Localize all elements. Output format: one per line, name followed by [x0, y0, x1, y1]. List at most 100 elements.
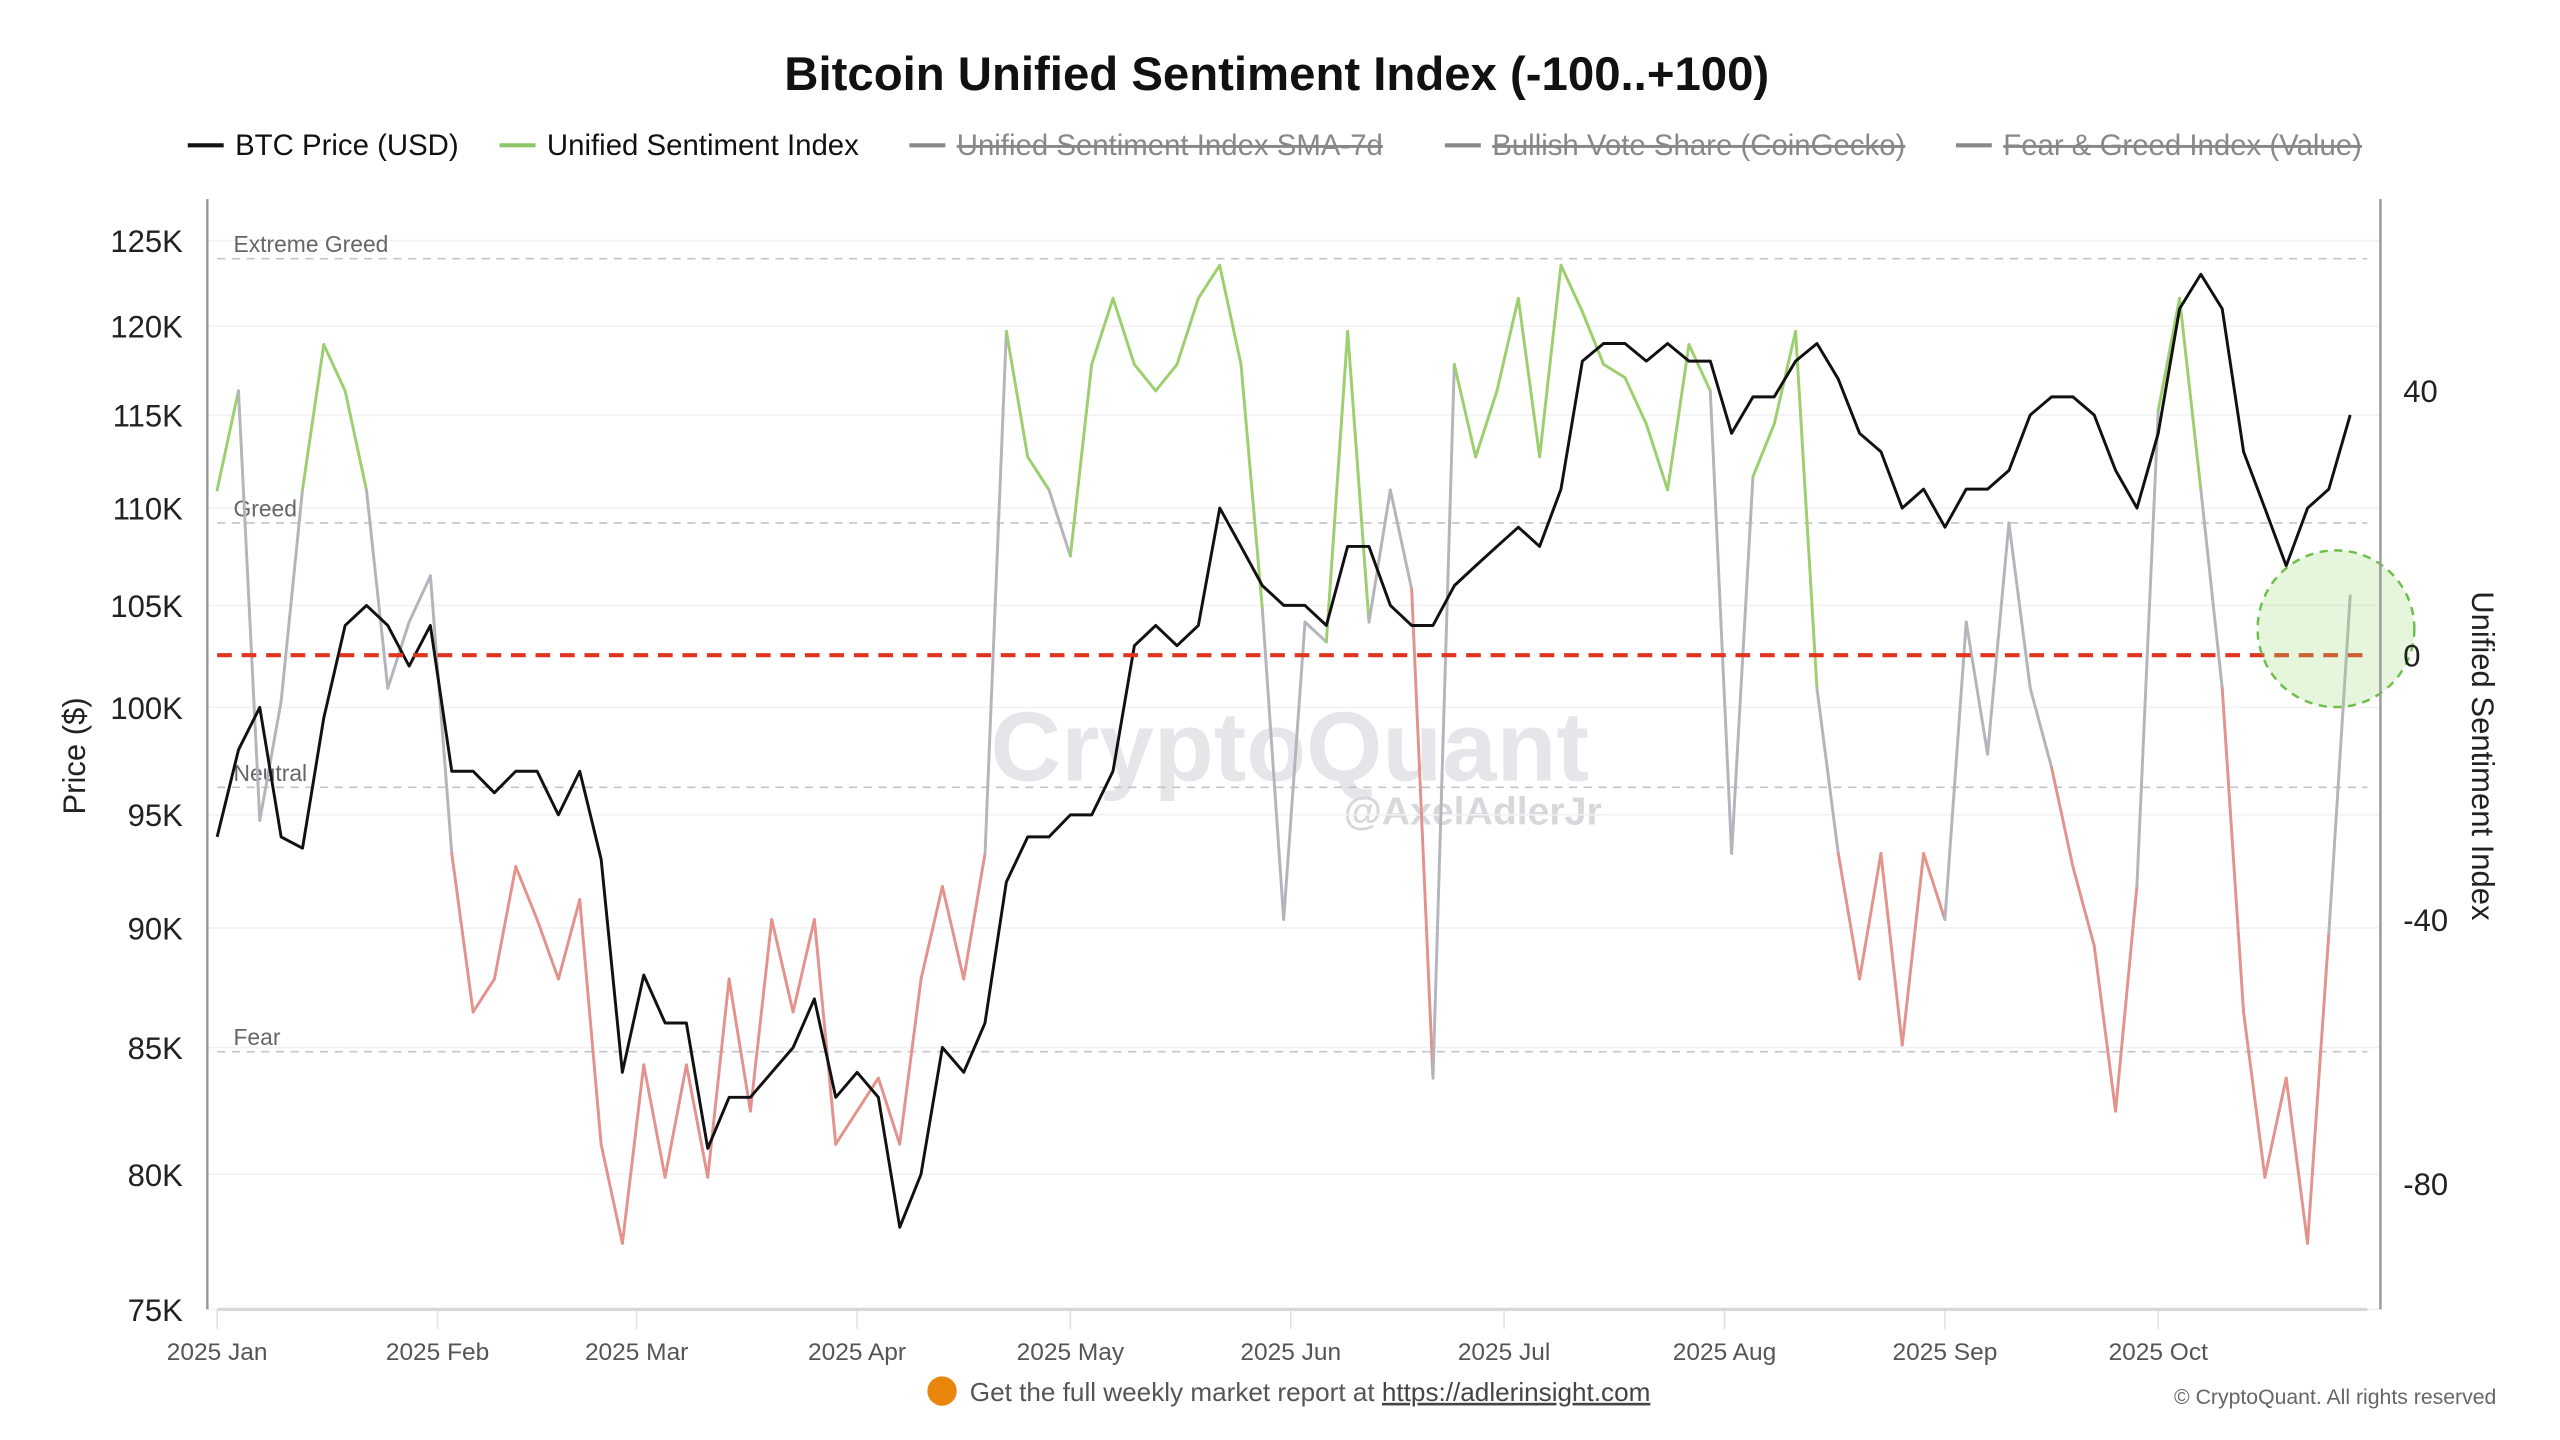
highlight-group [2256, 549, 2416, 709]
svg-text:Get the full weekly market rep: Get the full weekly market report at htt… [970, 1377, 1651, 1407]
sentiment-segment [1047, 488, 1072, 558]
y-right-tick-label: -40 [2403, 903, 2448, 938]
y-left-tick-label: 80K [128, 1158, 183, 1193]
guide-label: Fear [233, 1024, 280, 1050]
sentiment-segment [962, 851, 987, 981]
y-right-tick-label: -80 [2403, 1167, 2448, 1202]
sentiment-segment [1559, 263, 1584, 313]
sentiment-segment [2071, 865, 2096, 948]
sentiment-segment [1260, 607, 1286, 921]
sentiment-segment [770, 918, 795, 1014]
footer: Get the full weekly market report at htt… [927, 1376, 2496, 1409]
sentiment-segment [1452, 362, 1478, 459]
sentiment-segment [2135, 409, 2160, 888]
axes: 75K 80K 85K 90K 95K 100K 105K 110K 115K 120K 125K -… [110, 199, 2448, 1366]
sentiment-segment [1324, 329, 1350, 644]
sentiment-segment [876, 1076, 902, 1146]
sentiment-segment [748, 918, 774, 1113]
legend-item-3[interactable]: Bullish Vote Share (CoinGecko) [1444, 129, 1905, 162]
sentiment-segment [407, 574, 432, 624]
watermark-brand: CryptoQuant [991, 691, 1589, 801]
sentiment-segment [1644, 422, 1670, 492]
sentiment-segment [1815, 686, 1840, 855]
sentiment-segment [1132, 362, 1158, 393]
sentiment-segment [1004, 329, 1030, 459]
sentiment-segment [450, 851, 475, 1014]
legend-item-0[interactable]: BTC Price (USD) [187, 129, 459, 162]
x-tick-label: 2025 Oct [2109, 1339, 2208, 1366]
sentiment-segment [1410, 587, 1435, 1080]
x-tick-label: 2025 Aug [1673, 1339, 1776, 1366]
footer-promo-link[interactable]: https://adlerinsight.com [1382, 1377, 1650, 1407]
copyright: © CryptoQuant. All rights reserved [2174, 1386, 2496, 1409]
sentiment-segment [2156, 296, 2182, 413]
sentiment-segment [940, 884, 966, 981]
sentiment-segment [2092, 944, 2118, 1113]
x-tick-label: 2025 Sep [1893, 1339, 1998, 1366]
y-left-tick-label: 105K [110, 589, 183, 624]
sentiment-segment [663, 1063, 688, 1179]
guide-label: Extreme Greed [233, 231, 388, 257]
watermark: CryptoQuant @AxelAdlerJr [991, 691, 1602, 833]
sentiment-segment [578, 898, 603, 1146]
sentiment-segment [642, 1063, 667, 1179]
sentiment-segment [599, 1142, 624, 1245]
price-series [215, 272, 2352, 1229]
y-left-tick-label: 115K [113, 398, 183, 433]
sentiment-segment [1431, 362, 1456, 1080]
watermark-handle: @AxelAdlerJr [1344, 790, 1602, 833]
sentiment-segment [791, 918, 816, 1014]
y-left-tick-label: 90K [128, 911, 183, 946]
x-tick-label: 2025 Jan [167, 1339, 268, 1366]
sentiment-segment [2199, 488, 2224, 690]
y-right-label: Unified Sentiment Index [2465, 591, 2500, 921]
sentiment-segment [834, 1109, 859, 1146]
sentiment-segment [1154, 362, 1179, 393]
sentiment-segment [2114, 884, 2139, 1113]
sentiment-segment [855, 1076, 880, 1113]
sentiment-series [215, 263, 2352, 1245]
y-left-tick-label: 125K [110, 224, 183, 259]
sentiment-segment [428, 574, 454, 855]
x-tick-label: 2025 Mar [585, 1339, 688, 1366]
btc-price-line [215, 272, 2352, 1229]
x-tick-label: 2025 May [1017, 1339, 1125, 1366]
sentiment-segment [2284, 1076, 2310, 1245]
sentiment-segment [300, 343, 326, 492]
sentiment-segment [1218, 263, 1243, 366]
y-right-tick-label: 40 [2403, 374, 2438, 409]
sentiment-segment [2242, 1010, 2267, 1179]
sentiment-segment [1922, 851, 1947, 921]
sentiment-segment [1196, 263, 1222, 300]
sentiment-segment [2178, 296, 2203, 492]
legend-item-4[interactable]: Fear & Greed Index (Value) [1955, 129, 2362, 162]
x-tick-label: 2025 Jun [1240, 1339, 1341, 1366]
sentiment-segment [1623, 376, 1648, 426]
highlight-circle [2256, 549, 2416, 709]
legend-label: BTC Price (USD) [235, 129, 459, 162]
sentiment-segment [1986, 521, 2011, 756]
sentiment-segment [1303, 620, 1328, 644]
sentiment-segment [1580, 310, 1606, 366]
sentiment-segment [237, 389, 262, 822]
legend-label: Unified Sentiment Index SMA-7d [957, 129, 1383, 162]
sentiment-segment [1943, 620, 1968, 921]
sentiment-segment [1474, 389, 1499, 459]
sentiment-segment [1367, 488, 1392, 624]
legend: BTC Price (USD) Unified Sentiment Index Un… [187, 129, 2362, 162]
y-left-tick-label: 110K [113, 492, 183, 527]
sentiment-segment [2050, 766, 2075, 869]
sentiment-segment [471, 977, 496, 1014]
sentiment-segment [1836, 851, 1862, 981]
legend-label: Bullish Vote Share (CoinGecko) [1492, 129, 1905, 162]
sentiment-segment [1730, 475, 1755, 855]
legend-item-1[interactable]: Unified Sentiment Index [499, 129, 860, 162]
legend-item-2[interactable]: Unified Sentiment Index SMA-7d [909, 129, 1383, 162]
x-tick-label: 2025 Apr [808, 1339, 906, 1366]
y-left-tick-label: 85K [128, 1031, 183, 1066]
sentiment-segment [812, 918, 838, 1146]
sentiment-segment [258, 699, 283, 822]
sentiment-segment [1964, 620, 1990, 756]
y-right-tick-label: 0 [2403, 639, 2420, 674]
